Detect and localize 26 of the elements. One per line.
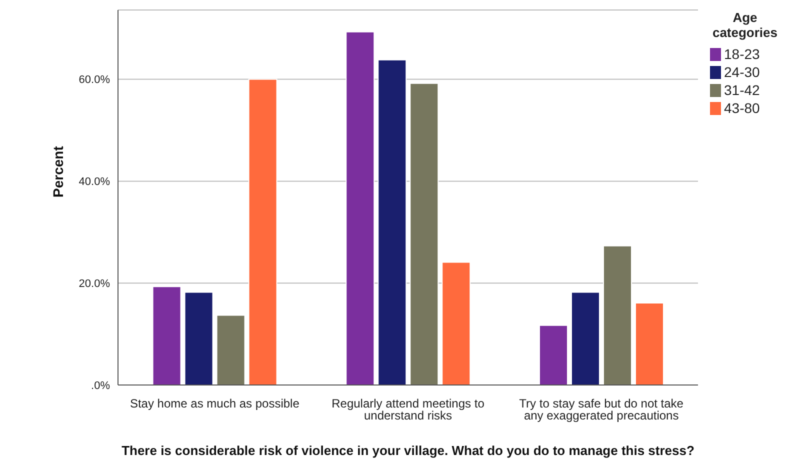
bar [570, 292, 600, 385]
bar [216, 314, 246, 385]
legend-label: 31-42 [724, 82, 760, 98]
bar [538, 324, 568, 385]
bar [346, 31, 375, 385]
bar [184, 292, 214, 385]
y-axis-title: Percent [50, 146, 66, 198]
bar [442, 262, 471, 385]
bar [634, 302, 664, 385]
x-axis-title: There is considerable risk of violence in your village. What do you do to manage this stress? [122, 443, 694, 458]
x-tick-label: Try to stay safe but do not take any exaggerated precautions [519, 396, 684, 423]
y-tick-label: 40.0% [78, 176, 110, 188]
bar [152, 286, 182, 385]
legend-label: 24-30 [724, 64, 760, 80]
y-tick-label: .0% [91, 380, 110, 392]
legend-label: 43-80 [724, 100, 760, 116]
y-tick-label: 60.0% [78, 74, 110, 86]
bar [248, 78, 278, 385]
bar [378, 59, 407, 385]
bar [410, 82, 439, 385]
legend-label: 18-23 [724, 46, 760, 62]
x-tick-label: Stay home as much as possible [130, 396, 300, 411]
y-tick-label: 20.0% [78, 278, 110, 290]
legend-title: Age categories [711, 10, 779, 40]
bar [602, 245, 632, 385]
x-tick-label: Regularly attend meetings to understand risks [332, 396, 485, 423]
